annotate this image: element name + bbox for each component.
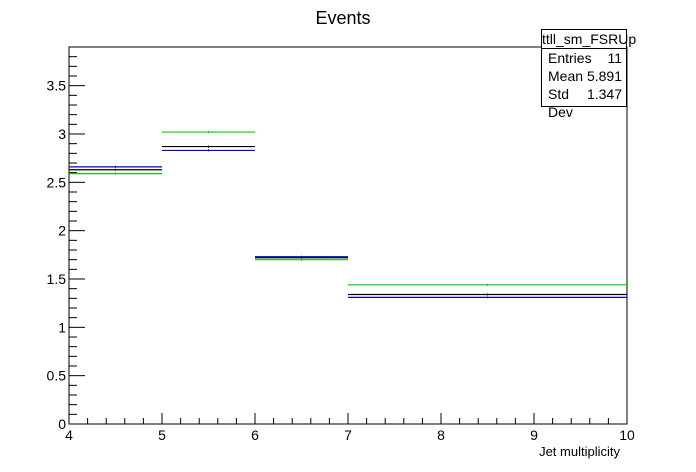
stats-value: 11 (607, 50, 622, 66)
y-tick-label: 0 (58, 416, 66, 432)
chart-title: Events (315, 8, 370, 28)
stats-row-stddev: Std Dev 1.347 (542, 85, 626, 120)
stats-value: 5.891 (586, 68, 622, 84)
x-tick-label: 8 (437, 427, 445, 443)
x-tick-label: 4 (65, 427, 73, 443)
stats-row-mean: Mean 5.891 (542, 67, 626, 85)
stats-label: Std Dev (548, 86, 573, 120)
stats-box: ttll_sm_FSRUp Entries 11 Mean 5.891 Std … (541, 29, 637, 120)
y-tick-label: 1.5 (47, 271, 67, 287)
y-tick-label: 0.5 (47, 368, 67, 384)
stats-label: Mean (548, 68, 584, 84)
stats-value: 1.347 (586, 86, 622, 102)
x-tick-label: 9 (530, 427, 538, 443)
x-tick-label: 10 (619, 427, 635, 443)
x-tick-label: 7 (344, 427, 352, 443)
x-tick-label: 6 (251, 427, 259, 443)
y-tick-label: 1 (58, 319, 66, 335)
stats-title: ttll_sm_FSRUp (542, 31, 637, 49)
x-axis-label: Jet multiplicity (539, 444, 620, 459)
stats-label: Entries (548, 50, 592, 66)
stats-row-entries: Entries 11 (542, 49, 626, 67)
series-layer (69, 131, 627, 299)
x-tick-label: 5 (158, 427, 166, 443)
y-tick-label: 2 (58, 223, 66, 239)
y-tick-label: 3 (58, 126, 66, 142)
axes: 4 5 6 7 8 9 10 0 0.5 1 1.5 2 2.5 3 3.5 (47, 46, 635, 443)
y-tick-label: 2.5 (47, 174, 67, 190)
y-tick-label: 3.5 (47, 78, 67, 94)
